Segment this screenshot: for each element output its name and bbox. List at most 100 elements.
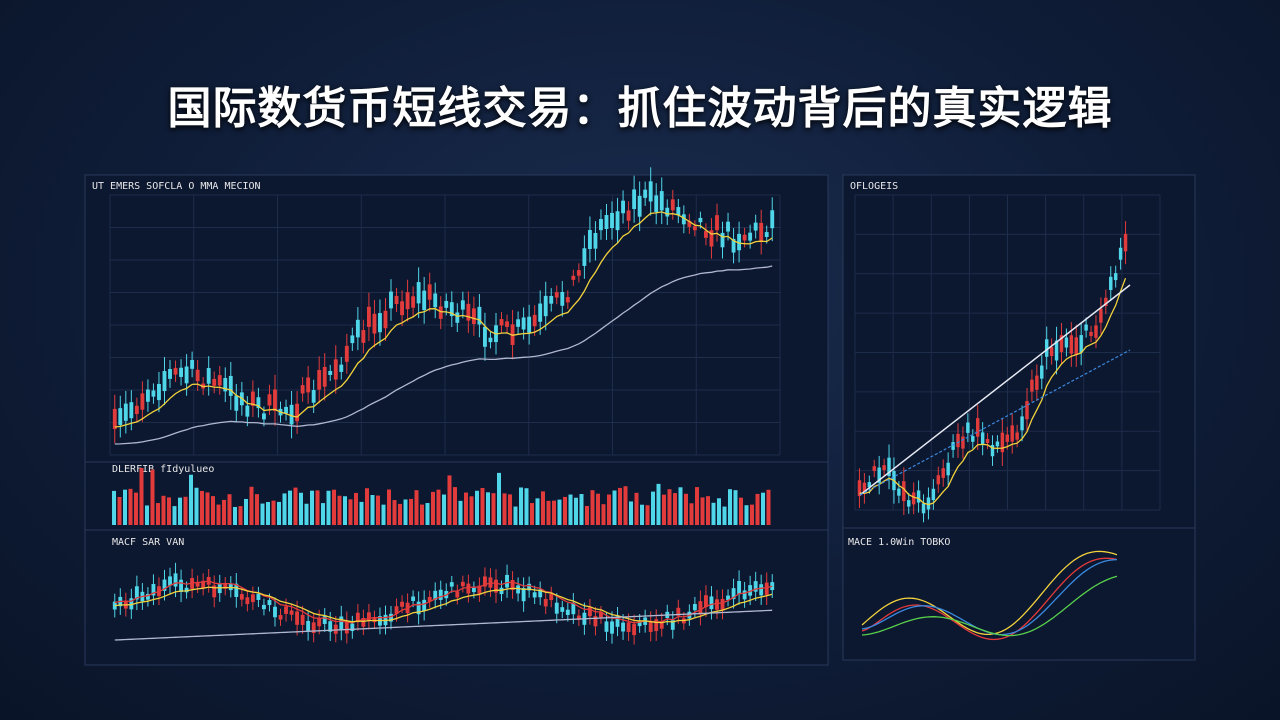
volume-bar (695, 487, 699, 525)
trend-line (859, 284, 1131, 496)
candle (770, 210, 775, 229)
candle (1118, 247, 1123, 260)
candle (698, 601, 703, 615)
candle (366, 306, 371, 327)
volume-bar (392, 500, 397, 525)
volume-bar (634, 492, 639, 525)
candle (394, 606, 399, 614)
candle (516, 585, 521, 594)
candle (256, 593, 261, 600)
candle (499, 319, 504, 326)
candle (704, 595, 708, 608)
volume-bar (387, 489, 391, 525)
volume-bar (288, 490, 292, 525)
right-panel (842, 174, 1196, 661)
candle (273, 389, 277, 412)
candle (411, 296, 416, 308)
volume-bar (277, 501, 281, 525)
candle (1074, 337, 1078, 355)
panel-label: MACF SAR VAN (112, 537, 184, 548)
candle (587, 229, 592, 250)
volume-bar (310, 490, 314, 525)
candle (571, 275, 576, 280)
ma-line (859, 277, 1127, 506)
volume-bar (348, 499, 353, 525)
candle (284, 406, 288, 414)
candle (936, 475, 941, 485)
candle (742, 234, 747, 241)
candle (687, 220, 692, 227)
candle (1109, 276, 1113, 291)
candle (676, 607, 681, 616)
candle (709, 596, 714, 610)
candle (593, 233, 598, 249)
volume-bar (722, 506, 727, 525)
candle (184, 587, 189, 593)
volume-bar (656, 483, 661, 525)
candle (770, 582, 775, 591)
candle (985, 438, 990, 444)
candle (173, 573, 178, 587)
ma-line (861, 575, 1118, 637)
candle (322, 366, 327, 387)
volume-bar (381, 504, 386, 525)
candle (604, 621, 609, 632)
candle (726, 221, 730, 232)
candle (449, 302, 454, 317)
candle (527, 583, 532, 591)
volume-bar (123, 489, 127, 525)
volume-bar (711, 502, 716, 525)
candle (648, 620, 653, 632)
volume-bar (343, 496, 347, 525)
volume-bar (596, 493, 600, 525)
volume-bar (172, 506, 177, 525)
candle (543, 295, 548, 317)
candle (737, 580, 742, 595)
candle (195, 369, 200, 382)
candle (134, 586, 139, 600)
candle (621, 622, 625, 632)
volume-bar (117, 496, 122, 525)
candle (134, 405, 139, 415)
volume-bar (640, 504, 644, 525)
volume-bar (425, 503, 430, 525)
volume-bar (365, 488, 369, 525)
volume-bar (733, 490, 738, 525)
candle (383, 310, 388, 329)
candle (1025, 401, 1029, 420)
candle (394, 295, 399, 305)
candle (1079, 335, 1083, 353)
candle (867, 482, 872, 488)
volume-bar (530, 503, 534, 525)
candle (179, 367, 183, 377)
candle (576, 270, 581, 276)
volume-bar (458, 500, 463, 525)
volume-bar (706, 496, 710, 525)
candle (951, 442, 955, 450)
volume-bar (662, 494, 666, 525)
candle (916, 490, 921, 503)
candle (521, 317, 526, 330)
title: 国际数货币短线交易：抓住波动背后的真实逻辑 (167, 83, 1113, 134)
volume-bar (469, 496, 474, 525)
volume-bar (354, 492, 358, 525)
candle (151, 584, 156, 596)
candle (510, 580, 515, 590)
candle (632, 189, 637, 209)
volume-bar (574, 497, 578, 525)
candle (615, 616, 620, 627)
volume-bar (414, 490, 419, 525)
volume-bar (299, 492, 303, 525)
volume-bar (315, 490, 320, 525)
candle (273, 606, 277, 618)
volume-bar (178, 497, 182, 525)
candle (670, 199, 675, 211)
volume-bar (744, 505, 749, 525)
candle (527, 316, 532, 333)
volume-bar (222, 499, 226, 525)
candle (267, 394, 272, 406)
volume-bar (568, 494, 573, 525)
volume-bar (249, 486, 254, 525)
